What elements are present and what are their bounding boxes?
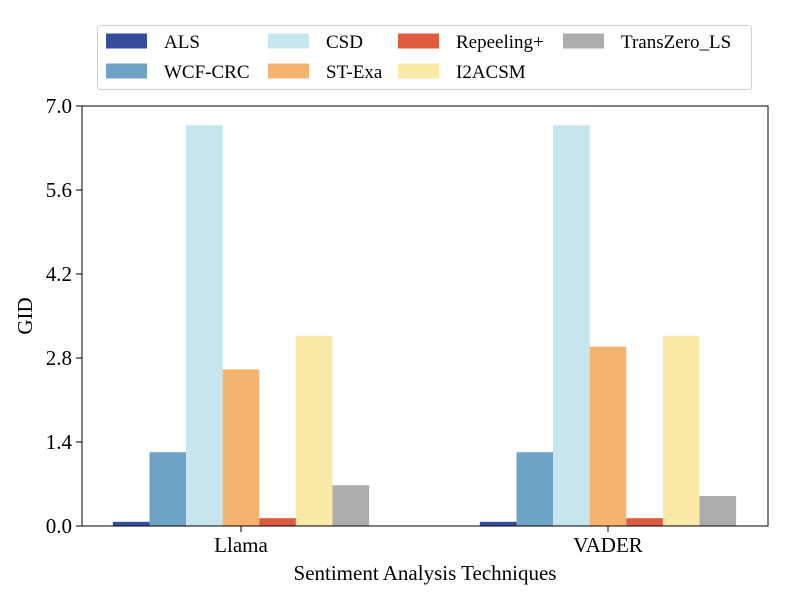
bar-i2acsm-vader — [662, 335, 700, 526]
bar-csd-vader — [553, 125, 590, 526]
bar-csd-llama — [186, 125, 223, 526]
bar-transzero-ls-vader — [699, 496, 737, 526]
legend-swatch-repeeling — [398, 33, 439, 49]
y-tick-label: 1.4 — [46, 430, 73, 454]
legend-swatch-i2acsm — [398, 63, 439, 79]
y-axis: 0.0 1.4 2.8 4.2 5.6 7.0 — [46, 94, 82, 538]
legend-label-csd: CSD — [326, 32, 363, 53]
bar-als-vader — [479, 521, 517, 526]
legend-swatch-als — [106, 33, 147, 49]
bar-wcf-crc-vader — [516, 452, 554, 526]
legend-label-st-exa: ST-Exa — [326, 62, 383, 83]
bar-i2acsm-llama — [295, 335, 333, 526]
bar-als-llama — [112, 521, 150, 526]
plot-frame — [81, 105, 769, 527]
bar-st-exa-llama — [222, 369, 260, 526]
legend-label-wcf-crc: WCF-CRC — [164, 62, 250, 83]
bar-repeeling-llama — [259, 518, 296, 526]
bar-repeeling-vader — [626, 518, 663, 526]
y-tick-label: 4.2 — [46, 262, 72, 286]
legend: ALS WCF-CRC CSD ST-Exa Repeeling+ I2ACSM Trans… — [97, 25, 752, 90]
legend-swatch-transzero-ls — [563, 33, 604, 49]
y-tick-label: 0.0 — [46, 514, 72, 538]
legend-label-als: ALS — [164, 32, 200, 53]
y-tick-label: 2.8 — [46, 346, 72, 370]
x-axis-label: Sentiment Analysis Techniques — [294, 561, 557, 585]
x-tick-label-vader: VADER — [573, 533, 643, 557]
legend-swatch-st-exa — [268, 63, 309, 79]
y-axis-label: GID — [13, 297, 37, 334]
x-tick-label-llama: Llama — [214, 533, 268, 557]
legend-swatch-wcf-crc — [106, 63, 147, 79]
bar-transzero-ls-llama — [332, 485, 370, 526]
x-axis: Llama VADER — [214, 526, 643, 557]
y-tick-label: 5.6 — [46, 178, 72, 202]
legend-swatch-csd — [268, 33, 309, 49]
bar-wcf-crc-llama — [149, 452, 187, 526]
y-tick-label: 7.0 — [46, 94, 72, 118]
legend-label-i2acsm: I2ACSM — [456, 62, 526, 83]
bars — [112, 125, 737, 526]
legend-label-repeeling: Repeeling+ — [456, 32, 544, 53]
bar-st-exa-vader — [589, 346, 627, 526]
legend-label-transzero-ls: TransZero_LS — [621, 32, 731, 53]
